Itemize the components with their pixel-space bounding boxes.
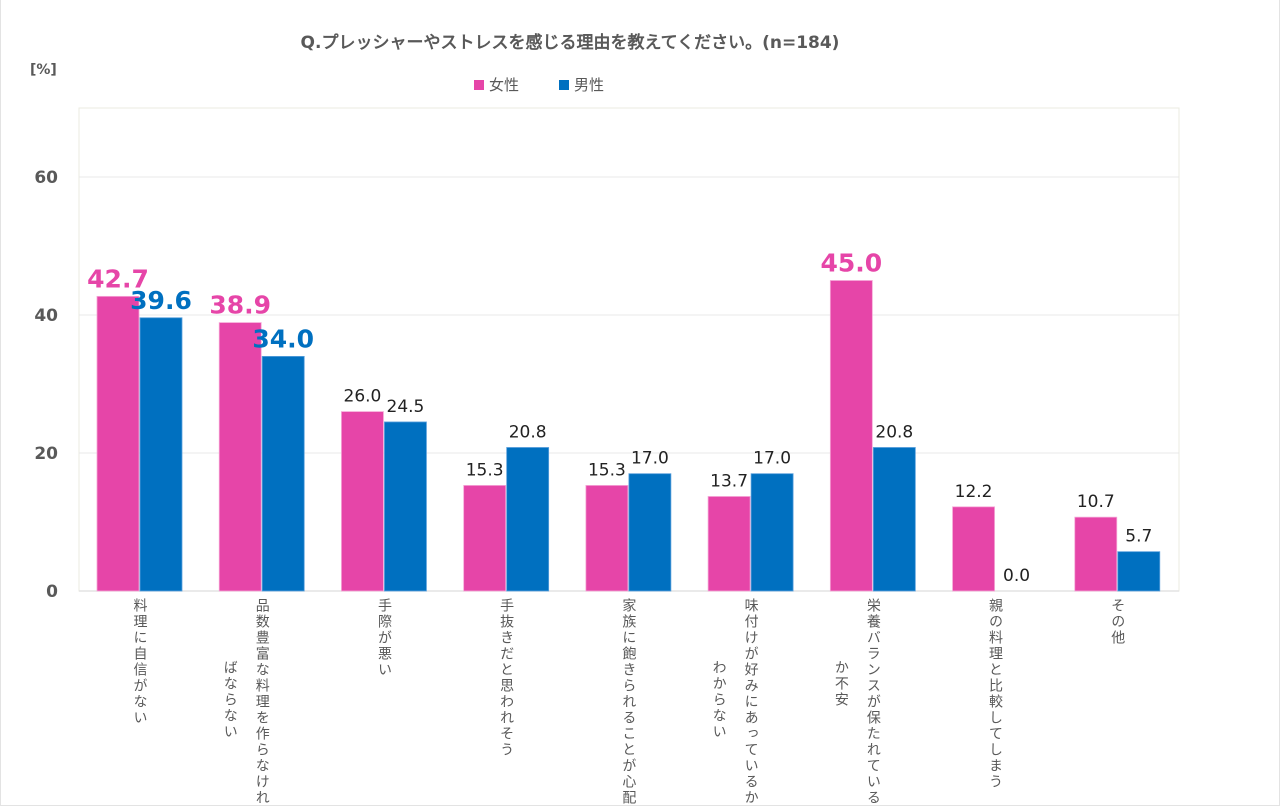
data-label-male: 17.0: [753, 449, 791, 469]
x-tick-label: 品数豊富な料理を作らなけれ: [253, 598, 270, 806]
data-label-female: 15.3: [588, 460, 626, 480]
bar-female: [1074, 516, 1118, 592]
chart-title: Q.プレッシャーやストレスを感じる理由を教えてください。(n=184): [300, 33, 840, 53]
legend-item-male[interactable]: 男性: [559, 74, 604, 95]
bar-male: [261, 355, 305, 592]
y-tick-label: 60: [34, 168, 58, 188]
legend-label-male: 男性: [574, 76, 605, 94]
x-tick-label: 親の料理と比較してしまう: [987, 598, 1004, 790]
data-label-male: 0.0: [1003, 566, 1030, 586]
y-tick-label: 20: [34, 444, 58, 464]
y-axis-unit-label: [%]: [30, 62, 57, 78]
bar-female: [218, 322, 262, 592]
data-label-male: 20.8: [875, 422, 913, 442]
x-tick-label: 手抜きだと思われそう: [498, 598, 515, 758]
bar-female: [463, 485, 507, 592]
x-tick-label: か不安: [832, 660, 849, 708]
data-label-female: 26.0: [344, 387, 382, 407]
legend: 女性 男性: [474, 74, 604, 95]
data-label-female: 38.9: [209, 291, 271, 320]
bar-male: [750, 473, 794, 592]
x-tick-label: その他: [1109, 598, 1126, 646]
data-label-female: 12.2: [955, 482, 993, 502]
y-tick-label: 0: [46, 582, 58, 602]
legend-item-female[interactable]: 女性: [474, 74, 519, 95]
data-label-female: 45.0: [820, 249, 882, 278]
x-tick-label: 味付けが好みにあっているか: [742, 598, 759, 806]
data-label-male: 34.0: [252, 324, 314, 353]
x-tick-label: 料理に自信がない: [131, 598, 148, 726]
bar-female: [96, 295, 140, 592]
legend-swatch-male: [559, 79, 570, 90]
bar-female: [829, 280, 873, 592]
data-label-female: 10.7: [1077, 492, 1115, 512]
x-tick-label: ばならない: [221, 660, 238, 740]
data-label-male: 24.5: [387, 397, 425, 417]
data-label-male: 20.8: [509, 422, 547, 442]
data-label-male: 17.0: [631, 449, 669, 469]
data-label-female: 42.7: [87, 264, 149, 293]
legend-swatch-female: [474, 79, 484, 90]
bar-male: [139, 317, 183, 592]
bar-female: [341, 411, 384, 592]
x-tick-label: 手際が悪い: [375, 598, 392, 678]
x-tick-label: 家族に飽きられることが心配: [620, 598, 637, 806]
data-label-male: 39.6: [130, 286, 192, 315]
y-tick-label: 40: [34, 306, 58, 326]
bar-male: [384, 421, 427, 592]
bar-male: [872, 447, 916, 592]
legend-label-female: 女性: [489, 76, 520, 94]
data-label-female: 13.7: [710, 471, 748, 491]
bar-female: [585, 485, 629, 592]
bar-female: [952, 506, 995, 592]
bar-female: [707, 496, 751, 592]
x-tick-label: 栄養バランスが保たれている: [864, 598, 881, 806]
data-label-female: 15.3: [466, 460, 504, 480]
bar-male: [506, 447, 550, 592]
bar-male: [1117, 551, 1161, 592]
data-label-male: 5.7: [1125, 527, 1152, 547]
x-tick-label: わからない: [710, 660, 727, 740]
bar-male: [628, 473, 672, 592]
